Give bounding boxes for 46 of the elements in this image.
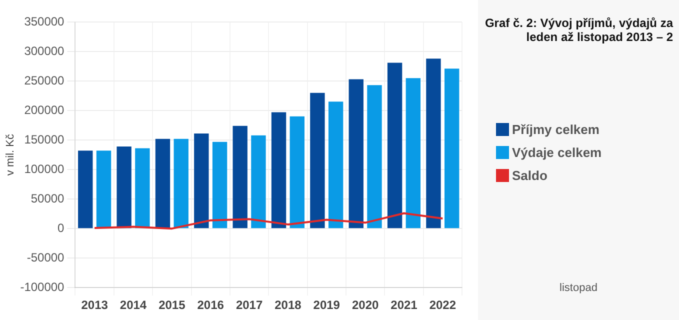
x-tick-label: 2019: [313, 298, 340, 312]
bar: [251, 135, 266, 228]
y-tick-label: 200000: [24, 102, 65, 117]
x-tick-label: 2020: [352, 298, 379, 312]
bar: [155, 138, 170, 228]
y-tick-label: 250000: [24, 73, 65, 88]
bar: [135, 148, 150, 228]
y-axis-title: v mil. Kč: [4, 134, 17, 176]
bar: [348, 79, 364, 228]
bar: [116, 146, 132, 228]
legend-label: Saldo: [512, 168, 548, 183]
x-tick-label: 2017: [236, 298, 263, 312]
bar: [310, 92, 325, 228]
y-tick-label: -100000: [20, 280, 65, 294]
y-tick-label: 50000: [30, 191, 65, 206]
bar: [174, 138, 188, 228]
legend-label: Výdaje celkem: [512, 145, 602, 160]
bar: [232, 126, 248, 228]
x-tick-label: 2013: [81, 298, 108, 312]
bar: [406, 78, 421, 228]
x-tick-label: 2021: [390, 298, 418, 312]
legend-label: Příjmy celkem: [512, 122, 600, 137]
bar: [96, 150, 112, 228]
y-tick-label: 150000: [24, 132, 65, 146]
text: Graf č. 2: Vývoj příjmů, výdajů za leden až listopad 2013 – 2: [484, 16, 673, 44]
bar: [444, 68, 460, 228]
x-tick-label: 2016: [197, 298, 224, 312]
x-tick-label: 2018: [274, 298, 302, 312]
bar: [212, 142, 228, 228]
bar: [78, 150, 93, 228]
x-tick-label: 2014: [120, 298, 147, 312]
bar: [194, 134, 209, 228]
x-tick-label: 2015: [158, 298, 186, 312]
x-tick-label: 2022: [429, 298, 456, 312]
y-tick-label: 350000: [24, 14, 65, 28]
y-tick-label: -50000: [26, 250, 65, 264]
bar: [387, 62, 402, 228]
bar: [426, 58, 441, 228]
bar: [367, 85, 382, 228]
y-tick-label: 100000: [24, 162, 65, 176]
text: listopad: [558, 282, 598, 294]
bar: [271, 112, 286, 228]
bar: [290, 116, 304, 228]
bar: [328, 102, 344, 228]
y-tick-label: 300000: [24, 44, 65, 58]
y-tick-label: 0: [58, 220, 65, 235]
